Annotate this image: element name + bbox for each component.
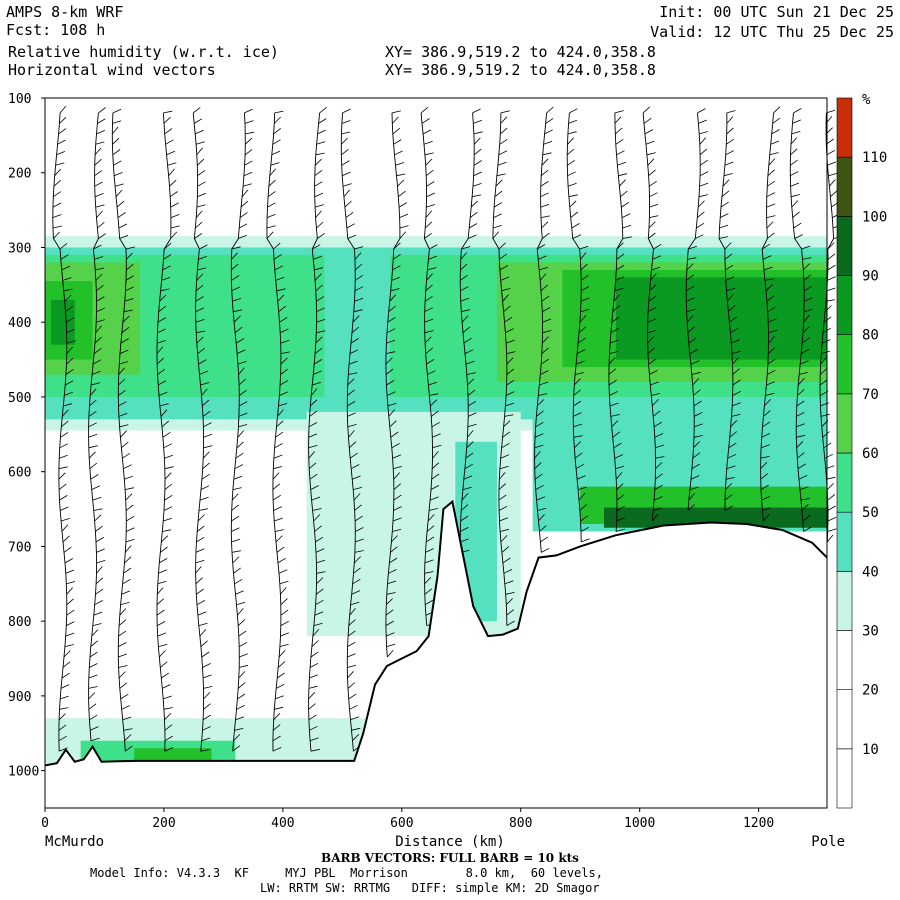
colorbar-label: 10	[862, 742, 879, 758]
plot-frame	[44, 97, 828, 809]
barb-column-0	[52, 105, 76, 752]
colorbar-label: 80	[862, 328, 879, 344]
terrain-mask	[45, 501, 827, 808]
x-tick-label: 400	[271, 816, 294, 831]
model-title: AMPS 8-km WRF	[6, 3, 124, 21]
barb-column-7	[308, 106, 327, 752]
colorbar-label: 100	[862, 209, 887, 225]
physics-info: LW: RRTM SW: RRTMG DIFF: simple KM: 2D S…	[260, 881, 600, 895]
colorbar-label: 50	[862, 505, 879, 521]
colorbar-swatch-0	[836, 748, 853, 809]
x-tick-label: 800	[509, 816, 532, 831]
rh-band-90-14	[603, 507, 827, 528]
x-tick-label: 1200	[743, 816, 774, 831]
x-tick-label: 1000	[624, 816, 655, 831]
x-left-label: McMurdo	[45, 834, 104, 850]
colorbar-swatch-2	[836, 630, 853, 690]
colorbar-label: 110	[862, 150, 887, 166]
y-tick-label: 600	[8, 466, 31, 481]
colorbar-swatch-6	[836, 393, 853, 454]
x-tick-label: 0	[41, 816, 49, 831]
y-tick-label: 400	[8, 316, 31, 331]
barb-column-14	[566, 108, 590, 543]
barb-column-2	[111, 108, 135, 752]
colorbar-swatch-4	[836, 511, 853, 572]
y-tick-label: 700	[8, 540, 31, 555]
colorbar-label: 70	[862, 387, 879, 403]
colorbar-swatch-1	[836, 689, 853, 750]
barb-column-17	[685, 108, 709, 511]
barb-column-5	[230, 108, 255, 752]
y-tick-label: 800	[8, 615, 31, 630]
y-tick-label: 900	[8, 690, 31, 705]
y-axis: 100 200 300 400 500 600 700 800 900 1000	[8, 92, 45, 780]
y-tick-label: 200	[8, 167, 31, 182]
valid-time: Valid: 12 UTC Thu 25 Dec 25	[650, 23, 894, 41]
colorbar-label: 30	[862, 624, 879, 640]
rh-band-70-17	[134, 748, 212, 764]
barb-note: BARB VECTORS: FULL BARB = 10 kts	[321, 851, 579, 865]
field-label-wind: Horizontal wind vectors	[8, 61, 216, 79]
field-label-rh: Relative humidity (w.r.t. ice)	[8, 43, 279, 61]
init-time: Init: 00 UTC Sun 21 Dec 25	[659, 3, 894, 21]
barb-column-3	[156, 110, 180, 752]
x-axis-label: Distance (km)	[395, 834, 505, 850]
colorbar-label: 20	[862, 683, 879, 699]
y-tick-label: 1000	[8, 765, 39, 780]
rh-band-80-9	[615, 277, 827, 360]
colorbar-label: 60	[862, 446, 879, 462]
barb-column-13	[534, 106, 554, 553]
rh-band-80-5	[50, 299, 75, 345]
colorbar-label: 40	[862, 564, 879, 580]
colorbar-unit: %	[862, 92, 871, 108]
colorbar-swatch-9	[836, 216, 853, 276]
barb-column-16	[642, 106, 665, 522]
colorbar-swatch-3	[836, 571, 853, 631]
x-tick-label: 600	[390, 816, 413, 831]
y-tick-label: 300	[8, 241, 31, 256]
barb-column-4	[192, 107, 213, 752]
barb-column-18	[718, 110, 741, 511]
colorbar-label: 90	[862, 269, 879, 285]
barb-column-11	[459, 108, 483, 553]
colorbar-swatch-8	[836, 275, 853, 335]
model-info: Model Info: V4.3.3 KF MYJ PBL Morrison 8…	[90, 866, 603, 880]
colorbar: 10 20 30 40 50 60 70 80 90 100 110	[836, 97, 887, 809]
rh-fills	[45, 236, 827, 764]
barb-column-15	[608, 110, 632, 532]
colorbar-swatch-10	[836, 156, 853, 217]
barb-column-20	[789, 108, 813, 532]
y-tick-label: 100	[8, 92, 31, 107]
x-axis: 0 200 400 600 800 1000 1200	[41, 808, 774, 831]
barb-column-9	[385, 110, 409, 658]
colorbar-swatch-11	[836, 97, 853, 158]
barb-column-12	[492, 110, 516, 626]
barb-column-1	[88, 107, 107, 742]
colorbar-swatch-5	[836, 452, 853, 513]
terrain-outline	[44, 499, 828, 767]
barb-column-8	[340, 108, 364, 752]
terrain	[44, 499, 828, 808]
x-tick-label: 200	[152, 816, 175, 831]
barb-column-6	[266, 110, 290, 752]
colorbar-swatch-7	[836, 334, 853, 395]
forecast-hour: Fcst: 108 h	[6, 21, 106, 39]
x-right-label: Pole	[811, 834, 845, 850]
xy-range-2: XY= 386.9,519.2 to 424.0,358.8	[385, 61, 656, 79]
xy-range-1: XY= 386.9,519.2 to 424.0,358.8	[385, 43, 656, 61]
barb-column-10	[420, 106, 442, 626]
barb-column-19	[760, 106, 781, 522]
y-tick-label: 500	[8, 391, 31, 406]
